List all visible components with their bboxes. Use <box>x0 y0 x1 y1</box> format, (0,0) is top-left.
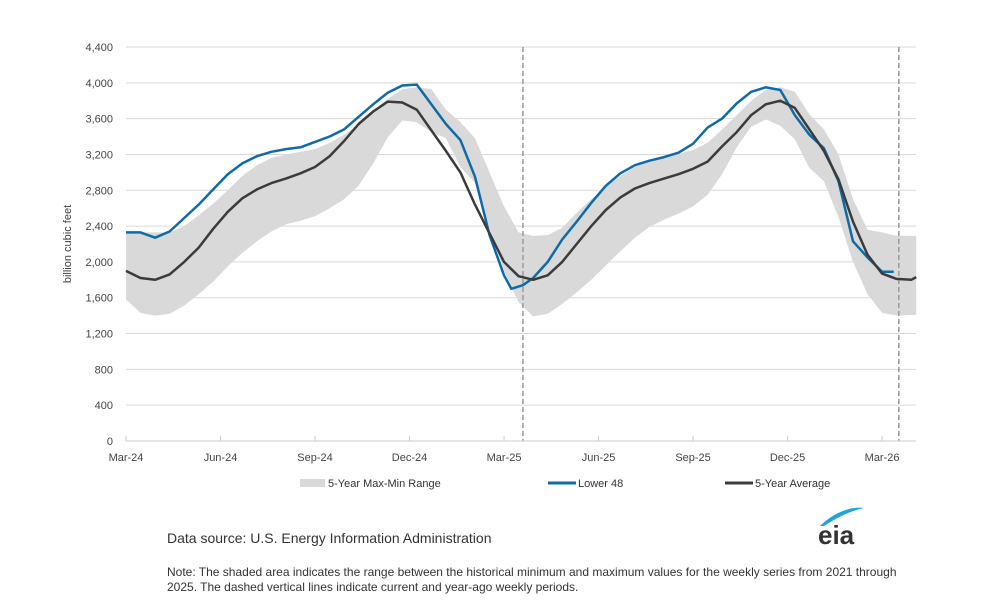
x-tick-label: Mar-26 <box>865 452 900 464</box>
y-axis-label: billion cubic feet <box>62 205 74 283</box>
eia-logo-swoosh-icon <box>820 507 864 526</box>
x-tick-label: Mar-24 <box>109 452 144 464</box>
eia-logo[interactable]: eia <box>812 504 872 548</box>
x-tick-label: Jun-25 <box>582 452 616 464</box>
y-tick-label: 800 <box>95 364 113 376</box>
legend-swatch-range <box>300 479 325 487</box>
y-tick-label: 2,800 <box>85 185 113 197</box>
note-text: Note: The shaded area indicates the rang… <box>167 565 897 594</box>
lower-48-line <box>126 83 894 291</box>
data-source-text: Data source: U.S. Energy Information Adm… <box>167 530 492 546</box>
y-tick-label: 1,200 <box>85 329 113 341</box>
y-tick-label: 4,400 <box>85 42 113 54</box>
x-tick-label: Sep-24 <box>297 452 332 464</box>
legend-label-range: 5-Year Max-Min Range <box>328 478 441 490</box>
y-tick-label: 4,000 <box>85 78 113 90</box>
y-tick-label: 3,600 <box>85 114 113 126</box>
y-tick-label: 1,600 <box>85 293 113 305</box>
y-tick-labels: 0 400 800 1,200 1,600 2,000 2,400 2,800 3,200 3,6… <box>85 42 113 448</box>
y-tick-label: 3,200 <box>85 149 113 161</box>
y-tick-label: 2,000 <box>85 257 113 269</box>
x-tick-label: Dec-24 <box>392 452 427 464</box>
eia-logo-text: eia <box>818 520 855 548</box>
x-tick-label: Jun-24 <box>204 452 238 464</box>
legend-label-lower48: Lower 48 <box>578 478 623 490</box>
dashed-period-lines <box>522 47 900 441</box>
y-tick-label: 0 <box>107 436 113 448</box>
x-tick-labels: Mar-24 Jun-24 Sep-24 Dec-24 Mar-25 Jun-25 Sep-… <box>109 452 900 464</box>
series-layer <box>125 83 917 291</box>
y-tick-label: 400 <box>95 400 113 412</box>
x-tick-label: Dec-25 <box>770 452 805 464</box>
storage-chart: 0 400 800 1,200 1,600 2,000 2,400 2,800 3,200 3,6… <box>62 42 917 490</box>
y-tick-label: 2,400 <box>85 221 113 233</box>
legend-label-average: 5-Year Average <box>755 478 830 490</box>
legend: 5-Year Max-Min Range Lower 48 5-Year Ave… <box>300 478 830 490</box>
range-layer <box>126 87 917 317</box>
range-area <box>126 87 917 317</box>
axes <box>125 436 916 442</box>
x-tick-label: Mar-25 <box>487 452 522 464</box>
x-tick-label: Sep-25 <box>675 452 710 464</box>
5-year-average-line <box>125 99 917 282</box>
